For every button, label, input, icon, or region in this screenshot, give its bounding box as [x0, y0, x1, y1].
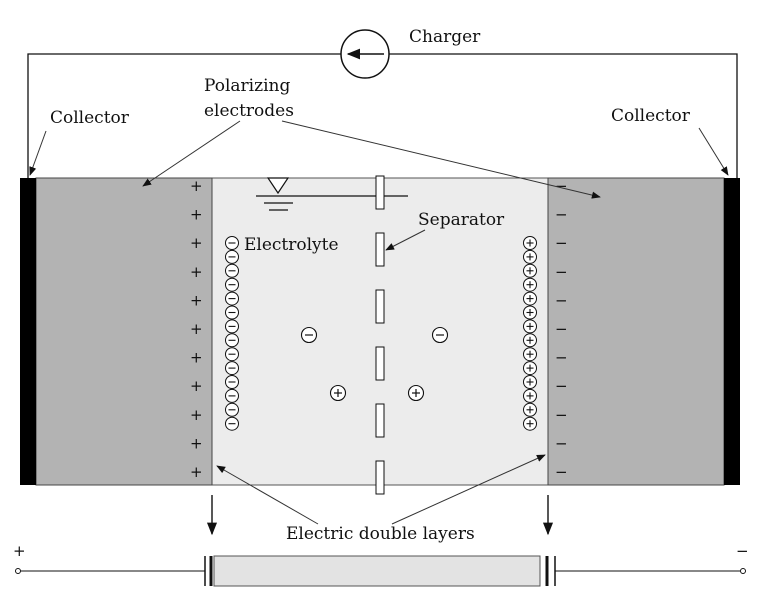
anion — [225, 361, 239, 376]
left-electrode — [35, 177, 213, 486]
double-layer-arrow-left — [216, 465, 319, 525]
positive-charge-sign: + — [190, 463, 203, 481]
charger-label: Charger — [409, 27, 481, 47]
separator-segment — [375, 346, 385, 381]
anion — [225, 388, 239, 403]
anion — [225, 277, 239, 292]
positive-charge-sign: + — [190, 291, 203, 309]
cation — [523, 319, 537, 334]
cation — [523, 277, 537, 292]
positive-charge-sign: + — [190, 234, 203, 252]
anion — [225, 236, 239, 250]
separator-segment — [375, 232, 385, 267]
cation — [523, 305, 537, 320]
polarizing-arrow-right — [281, 120, 601, 199]
cation — [523, 361, 537, 376]
separator-label: Separator — [418, 210, 505, 230]
double-layers-label: Electric double layers — [286, 524, 475, 544]
free-anion-2 — [431, 326, 449, 344]
double-layer-arrow-right — [391, 454, 546, 525]
right-double-layer-cations — [523, 236, 537, 431]
polarizing-arrow-left — [142, 120, 241, 187]
negative-charge-sign: − — [555, 434, 568, 452]
anion — [225, 375, 239, 389]
cation — [523, 375, 537, 389]
anion — [225, 263, 239, 278]
negative-charge-sign: − — [555, 234, 568, 252]
separator — [375, 175, 385, 495]
positive-charge-sign: + — [190, 263, 203, 281]
negative-charge-sign: − — [555, 177, 568, 195]
collector-left-arrow — [29, 130, 47, 176]
anion — [225, 333, 239, 348]
cation — [523, 347, 537, 362]
right-collector — [724, 178, 740, 485]
anion — [225, 347, 239, 362]
polarizing-label-line2: electrodes — [204, 101, 294, 121]
collector-left-label: Collector — [50, 108, 130, 128]
cation — [523, 291, 537, 306]
negative-charge-sign: − — [555, 320, 568, 338]
negative-charge-sign: − — [555, 349, 568, 367]
positive-charge-sign: + — [190, 206, 203, 224]
positive-charge-sign: + — [190, 377, 203, 395]
cation — [523, 333, 537, 348]
negative-charge-sign: − — [555, 263, 568, 281]
cation — [523, 236, 537, 250]
cation — [523, 388, 537, 403]
negative-charge-sign: − — [555, 463, 568, 481]
left-electrode-charges: + + + + + + + + + + + — [190, 177, 203, 481]
positive-charge-sign: + — [190, 406, 203, 424]
equivalent-circuit — [15, 555, 746, 587]
charger-wire — [27, 53, 738, 178]
negative-charge-sign: − — [555, 291, 568, 309]
electrolyte-label: Electrolyte — [244, 235, 339, 255]
polarizing-label-line1: Polarizing — [204, 76, 290, 96]
separator-segment — [375, 175, 385, 210]
cation — [523, 263, 537, 278]
right-electrode-charges: − − − − − − − − − − − — [555, 177, 568, 481]
cation — [523, 249, 537, 264]
positive-charge-sign: + — [190, 320, 203, 338]
collector-right-arrow — [698, 127, 729, 176]
separator-segment — [375, 289, 385, 324]
free-cation-2 — [407, 384, 425, 402]
anion — [225, 402, 239, 417]
anion — [225, 291, 239, 306]
separator-segment — [375, 403, 385, 438]
negative-charge-sign: − — [555, 377, 568, 395]
cation — [523, 402, 537, 417]
electrolyte-level-symbol — [256, 177, 408, 211]
right-electrode — [547, 177, 725, 486]
terminal-negative-sign: − — [736, 542, 749, 560]
free-cation-1 — [329, 384, 347, 402]
positive-charge-sign: + — [190, 434, 203, 452]
anion — [225, 416, 239, 431]
free-anion-1 — [300, 326, 318, 344]
collector-right-label: Collector — [611, 106, 691, 126]
left-collector — [20, 178, 36, 485]
anion — [225, 249, 239, 264]
separator-segment — [375, 460, 385, 495]
left-double-layer-anions — [225, 236, 239, 431]
positive-charge-sign: + — [190, 349, 203, 367]
positive-charge-sign: + — [190, 177, 203, 195]
negative-charge-sign: − — [555, 406, 568, 424]
terminal-positive-sign: + — [13, 542, 26, 560]
cation — [523, 416, 537, 431]
anion — [225, 319, 239, 334]
negative-charge-sign: − — [555, 206, 568, 224]
anion — [225, 305, 239, 320]
separator-arrow — [385, 229, 426, 251]
